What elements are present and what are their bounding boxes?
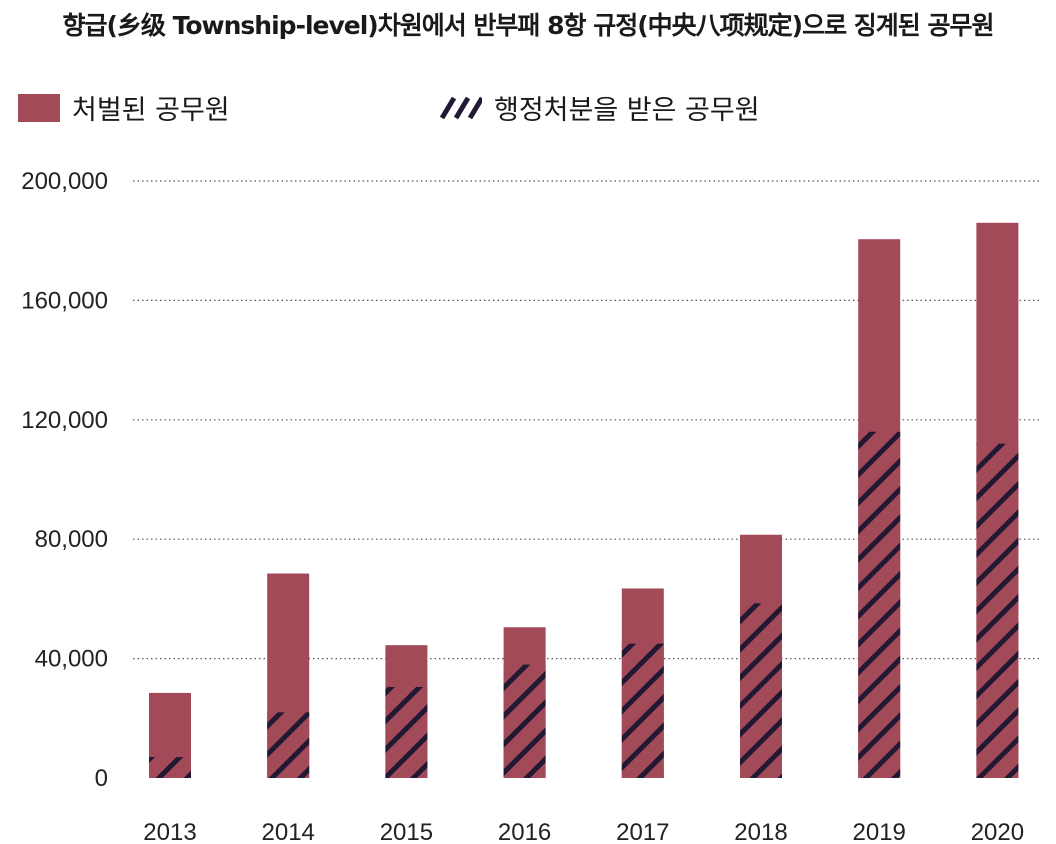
bar-administrative [740,603,782,778]
x-tick-label: 2013 [143,819,196,844]
y-tick-label: 200,000 [21,168,108,195]
x-tick-label: 2019 [853,819,906,844]
x-tick-label: 2017 [616,819,669,844]
legend-swatch-punished [18,93,60,122]
y-tick-label: 0 [95,765,108,792]
legend-label-administrative: 행정처분을 받은 공무원 [494,95,760,126]
x-tick-label: 2014 [262,819,315,844]
chart-title: 향급(乡级 Township-level)차원에서 반부패 8항 규정(中央八项… [62,11,995,40]
legend-swatch-administrative [440,96,482,119]
y-tick-label: 120,000 [21,407,108,434]
bars-layer [149,222,1019,779]
bar-administrative [621,643,664,778]
legend-item-punished: 처벌된 공무원 [18,88,230,127]
bar-administrative [385,686,428,778]
bar-administrative [149,757,191,778]
x-tick-label: 2015 [380,819,433,844]
legend-item-administrative: 행정처분을 받은 공무원 [440,88,760,127]
bar-administrative [503,664,546,778]
legend-label-punished: 처벌된 공무원 [72,95,230,126]
labels-layer: 0 40,000 80,000 120,000 160,000 200,000 2013 20… [21,168,1024,844]
bar-administrative [267,712,310,778]
y-tick-label: 160,000 [21,287,108,314]
y-tick-label: 40,000 [35,646,108,673]
x-tick-label: 2018 [734,819,787,844]
bar-administrative [976,443,1019,778]
y-tick-label: 80,000 [35,526,108,553]
bar-administrative [858,431,901,778]
x-tick-label: 2020 [971,819,1024,844]
x-tick-label: 2016 [498,819,551,844]
